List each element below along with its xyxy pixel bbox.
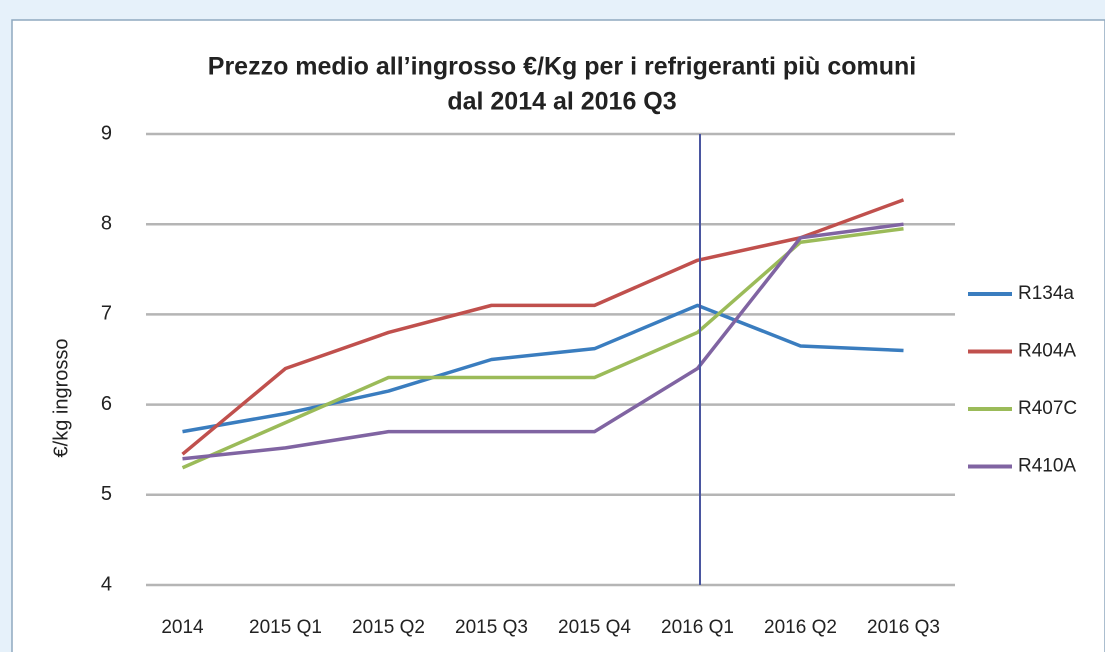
x-tick-label: 2015 Q3 — [455, 617, 528, 638]
y-tick-label: 7 — [101, 303, 112, 325]
x-tick-label: 2015 Q2 — [352, 617, 425, 638]
series-line — [181, 198, 905, 456]
x-tick-label: 2016 Q1 — [661, 617, 734, 638]
x-tick-label: 2016 Q3 — [867, 617, 940, 638]
x-tick-label: 2015 Q4 — [558, 617, 631, 638]
y-tick-label: 4 — [101, 573, 112, 595]
x-tick-label: 2016 Q2 — [764, 617, 837, 638]
legend-label: R407C — [1018, 398, 1077, 419]
y-axis-label: €/kg ingrosso — [50, 339, 72, 458]
series-line — [182, 222, 904, 461]
legend-label: R404A — [1018, 341, 1076, 362]
grid — [146, 132, 955, 587]
y-tick-label: 9 — [101, 122, 112, 144]
series-line — [182, 303, 904, 434]
chart-title: Prezzo medio all’ingrosso €/Kg per i ref… — [208, 53, 916, 81]
x-tick-label: 2015 Q1 — [249, 617, 322, 638]
y-tick-label: 8 — [101, 212, 112, 234]
lines — [181, 198, 905, 470]
x-tick-label: 2014 — [161, 617, 204, 638]
legend-label: R134a — [1018, 283, 1074, 304]
y-tick-label: 6 — [101, 393, 112, 415]
panel — [11, 19, 1105, 652]
y-tick-label: 5 — [101, 483, 112, 505]
chart-subtitle: dal 2014 al 2016 Q3 — [447, 88, 676, 116]
legend-label: R410A — [1018, 456, 1076, 477]
